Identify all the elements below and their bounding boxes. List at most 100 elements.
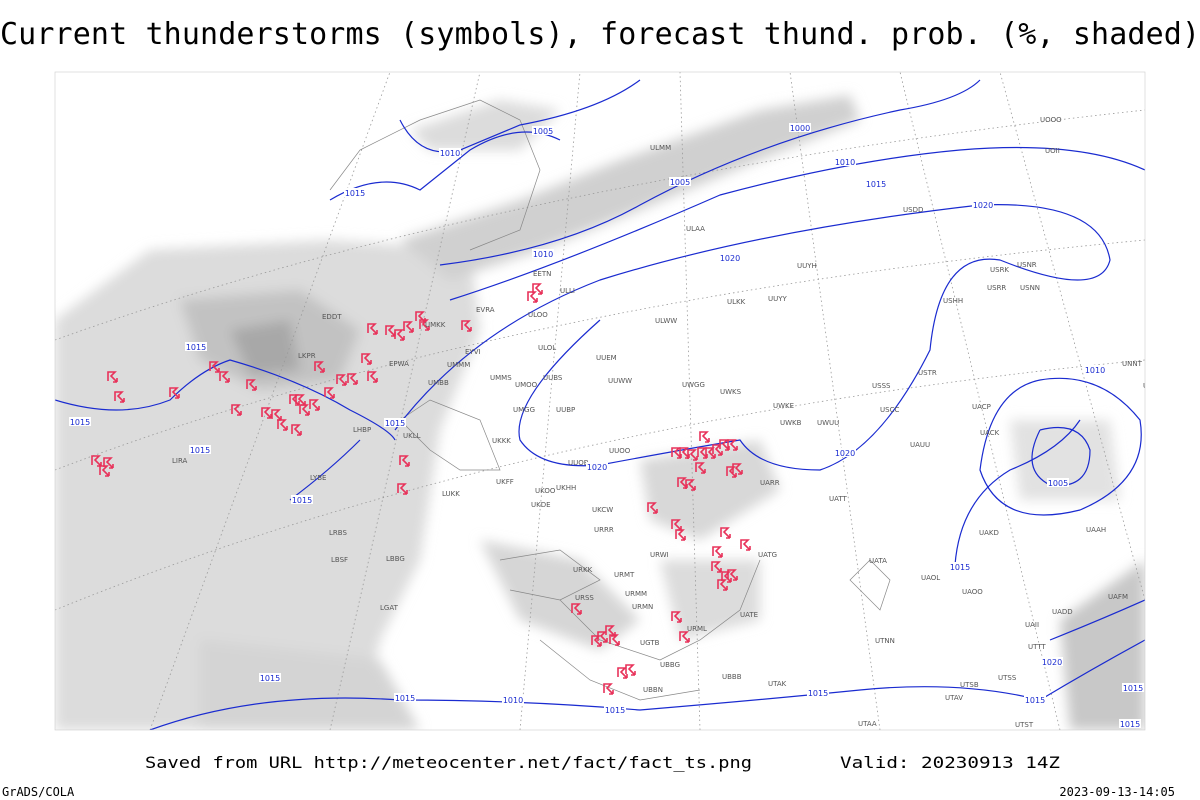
isobar-label-bg bbox=[1119, 719, 1141, 728]
isobar-label-bg bbox=[719, 253, 741, 262]
isobar-label: 1015 bbox=[70, 418, 90, 427]
thunderstorm-symbol bbox=[399, 455, 410, 467]
isobar-label-bg bbox=[834, 157, 856, 166]
station-label: UAOO bbox=[962, 588, 983, 596]
thunderstorm-symbol bbox=[721, 571, 732, 583]
thunderstorm-symbol bbox=[246, 379, 257, 391]
thunderstorm-symbol bbox=[711, 561, 722, 573]
station-label: ULOO bbox=[528, 311, 548, 319]
station-label: UAUU bbox=[910, 441, 930, 449]
isobar-label-bg bbox=[502, 695, 524, 704]
station-label: UUWW bbox=[608, 377, 632, 385]
thunderstorm-symbol bbox=[403, 321, 414, 333]
isobar-label: 1015 bbox=[345, 189, 365, 198]
station-label: URMT bbox=[614, 571, 635, 579]
isobar-label-bg bbox=[291, 495, 313, 504]
station-label: ULMM bbox=[650, 144, 671, 152]
thunderstorm-symbol bbox=[617, 667, 628, 679]
station-label: UMBB bbox=[428, 379, 449, 387]
thunderstorm-symbols bbox=[91, 283, 751, 695]
graticule bbox=[55, 72, 1145, 730]
station-label: URWI bbox=[650, 551, 669, 559]
isobar-label-bg bbox=[1122, 683, 1144, 692]
station-label: UADD bbox=[1052, 608, 1073, 616]
station-label: UKCW bbox=[592, 506, 613, 514]
station-label: URSS bbox=[575, 594, 594, 602]
station-label: URRR bbox=[594, 526, 614, 534]
station-label: LRBS bbox=[329, 529, 347, 537]
coastlines bbox=[329, 99, 891, 701]
thunderstorm-symbol bbox=[219, 371, 230, 383]
isobar-label: 1020 bbox=[1042, 658, 1062, 667]
station-label: UWUU bbox=[817, 419, 839, 427]
isobar-label: 1015 bbox=[385, 419, 405, 428]
thunderstorm-symbol bbox=[697, 447, 708, 459]
isobar-label-bg bbox=[384, 418, 406, 427]
isobar-label: 1010 bbox=[503, 696, 523, 705]
station-label: LBBG bbox=[386, 555, 405, 563]
station-label: UWGG bbox=[682, 381, 705, 389]
station-label: UATG bbox=[758, 551, 777, 559]
station-label: UKLL bbox=[403, 432, 421, 440]
station-label: UMMM bbox=[447, 361, 470, 369]
station-label: USNN bbox=[1020, 284, 1040, 292]
isobar-label: 1015 bbox=[186, 343, 206, 352]
thunderstorm-symbol bbox=[324, 387, 335, 399]
thunderstorm-symbol bbox=[103, 457, 114, 469]
isobar-label: 1015 bbox=[1120, 720, 1140, 729]
thunderstorm-symbol bbox=[209, 361, 220, 373]
station-label: UARR bbox=[760, 479, 780, 487]
station-label: UAOL bbox=[921, 574, 940, 582]
station-label: UBBG bbox=[660, 661, 680, 669]
station-label: ULOL bbox=[538, 344, 556, 352]
station-label: UKFF bbox=[496, 478, 514, 486]
station-label: URKK bbox=[573, 566, 593, 574]
thunderstorm-symbol bbox=[261, 407, 272, 419]
station-label: UMOO bbox=[515, 381, 538, 389]
isobar-label-bg bbox=[394, 693, 416, 702]
isobar-label-bg bbox=[69, 417, 91, 426]
timestamp: 2023-09-13-14:05 bbox=[1059, 785, 1175, 799]
isobar-label-bg bbox=[532, 126, 554, 135]
station-label: UTAV bbox=[945, 694, 963, 702]
station-label: EDDT bbox=[322, 313, 342, 321]
isobar-label: 1010 bbox=[1085, 366, 1105, 375]
station-label: USHH bbox=[943, 297, 963, 305]
isobar-label: 1010 bbox=[835, 158, 855, 167]
thunderstorm-symbol bbox=[699, 431, 710, 443]
thunderstorm-symbol bbox=[695, 462, 706, 474]
thunderstorm-symbol bbox=[367, 323, 378, 335]
map-title: Current thunderstorms (symbols), forecas… bbox=[0, 17, 1200, 52]
thunderstorm-symbol bbox=[532, 283, 543, 295]
station-label: UTSB bbox=[960, 681, 979, 689]
station-label: UNNT bbox=[1122, 360, 1143, 368]
isobar-label-bg bbox=[185, 342, 207, 351]
station-label: UKKK bbox=[492, 437, 511, 445]
station-label: URMN bbox=[632, 603, 653, 611]
station-label: ULWW bbox=[655, 317, 677, 325]
station-label: UAKD bbox=[979, 529, 999, 537]
station-label: UOII bbox=[1045, 147, 1060, 155]
station-label: UUOO bbox=[609, 447, 631, 455]
station-label: UAII bbox=[1025, 621, 1039, 629]
isobar-label-bg bbox=[344, 188, 366, 197]
station-label: UWKS bbox=[720, 388, 742, 396]
isobar-label-bg bbox=[865, 179, 887, 188]
station-label: UAFM bbox=[1108, 593, 1128, 601]
isobar-label: 1015 bbox=[866, 180, 886, 189]
station-label: LGAT bbox=[380, 604, 399, 612]
station-label: USRR bbox=[987, 284, 1006, 292]
credit: GrADS/COLA bbox=[2, 785, 75, 799]
isobar-label-bg bbox=[604, 705, 626, 714]
station-label: UGTB bbox=[640, 639, 660, 647]
isobar-label-bg bbox=[1041, 657, 1063, 666]
station-label: UTST bbox=[1015, 721, 1034, 729]
source-url: Saved from URL http://meteocenter.net/fa… bbox=[145, 753, 752, 772]
station-label: URMM bbox=[625, 590, 647, 598]
thunderstorm-symbol bbox=[591, 635, 602, 647]
station-label: UTSS bbox=[998, 674, 1017, 682]
thunderstorm-symbol bbox=[367, 371, 378, 383]
isobar-label-bg bbox=[439, 148, 461, 157]
station-label: EVRA bbox=[476, 306, 495, 314]
